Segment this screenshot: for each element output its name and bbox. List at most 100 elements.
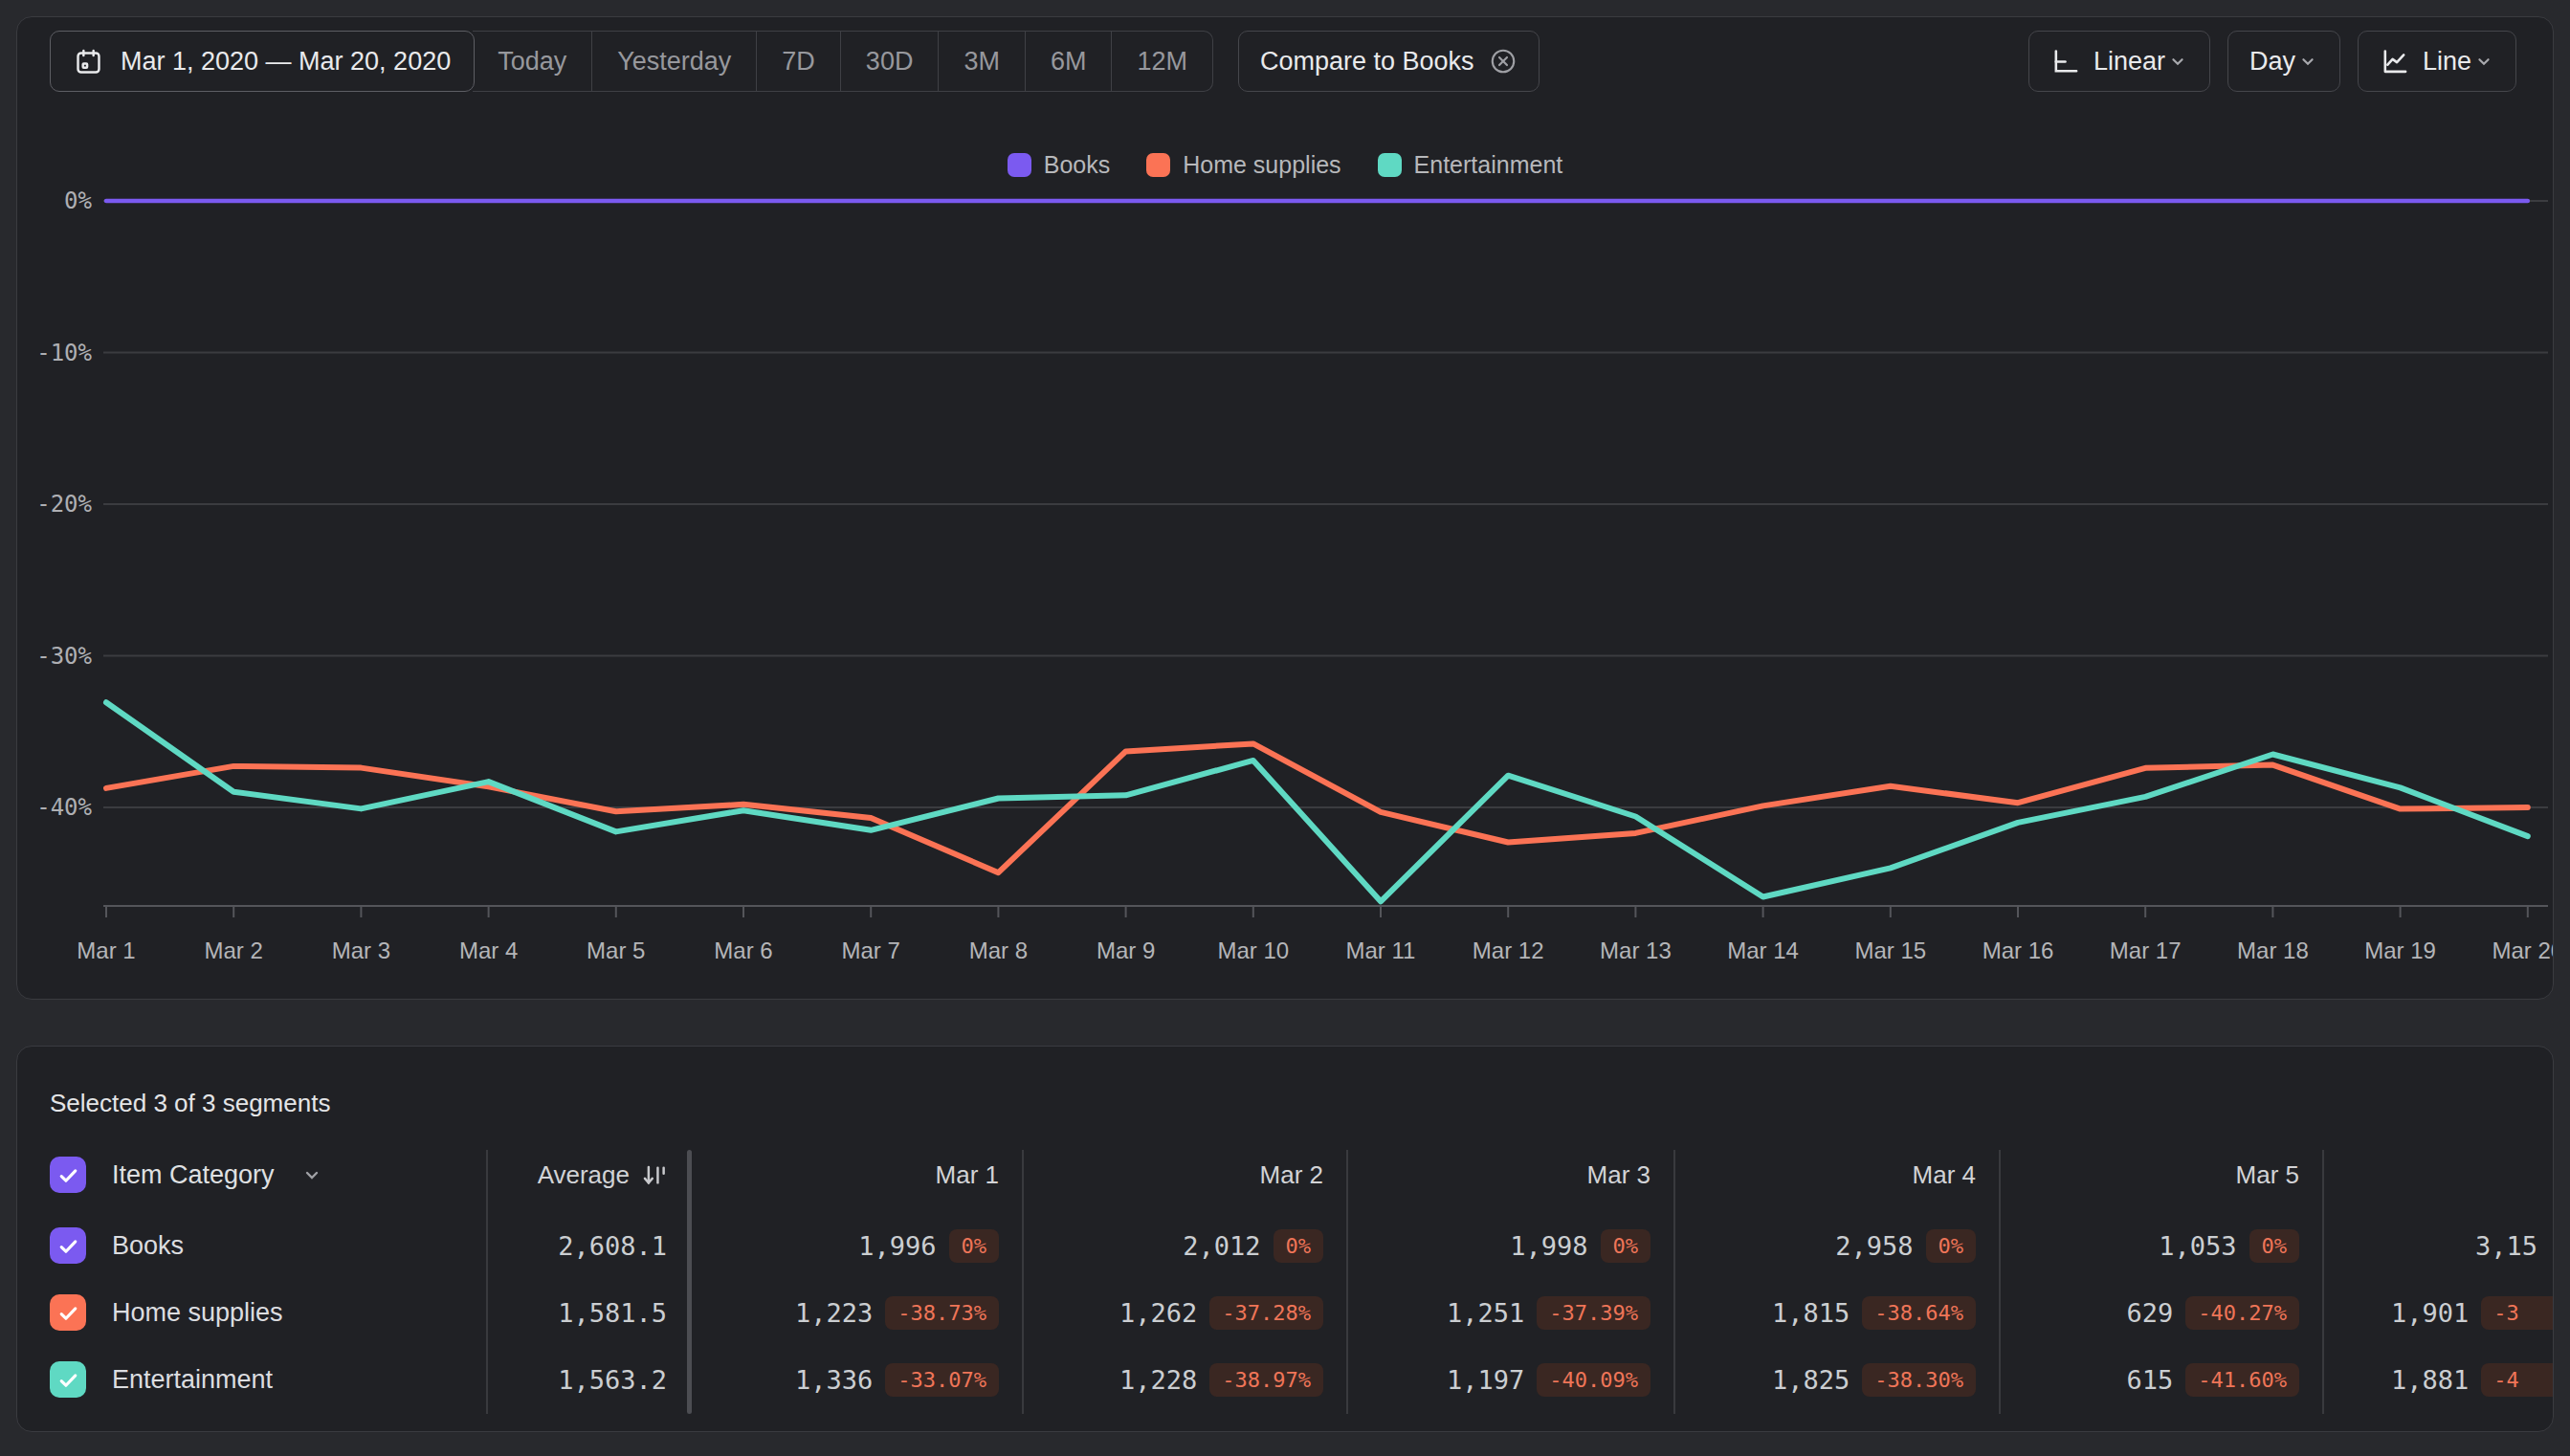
cell-value: 1,228 bbox=[1119, 1365, 1197, 1395]
x-axis-tick-label: Mar 15 bbox=[1854, 938, 1926, 963]
segment-label: Home supplies bbox=[112, 1298, 283, 1328]
day-value-cell: 1,9960% bbox=[690, 1212, 1022, 1279]
day-value-cell: 2,958 0% bbox=[1673, 1212, 1999, 1279]
y-axis-tick-label: -20% bbox=[36, 491, 92, 518]
x-axis-tick-label: Mar 9 bbox=[1097, 938, 1155, 963]
day-value-cell: 1,815-38.64% bbox=[1673, 1279, 1999, 1346]
percent-change-badge: -3 bbox=[2481, 1296, 2554, 1330]
day-column: Mar 3 1,998 0% 1,251 -37.39% 1,197 -40.09% bbox=[1346, 1141, 1673, 1413]
day-column-header[interactable]: Mar 1 bbox=[690, 1141, 1022, 1208]
cell-value: 2,012 bbox=[1183, 1231, 1260, 1261]
segment-checkbox[interactable] bbox=[50, 1294, 86, 1331]
day-value-cell: 1,901 -3 bbox=[2322, 1279, 2554, 1346]
cell-value: 1,223 bbox=[795, 1298, 873, 1328]
day-value-cell: 1,825 -38.30% bbox=[1673, 1346, 1999, 1413]
x-axis-tick-label: Mar 3 bbox=[332, 938, 390, 963]
table-row-segment: Home supplies bbox=[50, 1279, 283, 1346]
table-row-segment: Entertainment bbox=[50, 1346, 273, 1413]
cell-value: 1,825 bbox=[1772, 1365, 1850, 1395]
chevron-down-icon[interactable] bbox=[300, 1163, 323, 1186]
percent-change-badge: -40.09% bbox=[1537, 1363, 1651, 1397]
day-value-cell: 3,15 bbox=[2322, 1212, 2554, 1279]
x-axis-tick-label: Mar 17 bbox=[2110, 938, 2182, 963]
cell-value: 1,996 bbox=[858, 1231, 936, 1261]
average-value: 1,581.5 bbox=[486, 1279, 690, 1346]
percent-change-badge: -37.28% bbox=[1209, 1296, 1323, 1330]
cell-value: 3,15 bbox=[2475, 1231, 2537, 1261]
segment-column-header: Item Category bbox=[50, 1141, 323, 1208]
date-range-button[interactable]: Mar 1, 2020 — Mar 20, 2020 bbox=[50, 31, 475, 92]
cell-value: 1,197 bbox=[1447, 1365, 1524, 1395]
cell-value: 1,262 bbox=[1119, 1298, 1197, 1328]
x-axis-tick-label: Mar 19 bbox=[2364, 938, 2436, 963]
cell-value: 1,901 bbox=[2391, 1298, 2469, 1328]
day-value-cell: 1,998 0% bbox=[1346, 1212, 1673, 1279]
average-value: 2,608.1 bbox=[486, 1212, 690, 1279]
segment-checkbox[interactable] bbox=[50, 1361, 86, 1398]
percent-change-badge: 0% bbox=[1274, 1229, 1324, 1263]
check-icon bbox=[56, 1234, 80, 1258]
cell-value: 1,815 bbox=[1772, 1298, 1850, 1328]
day-value-cell: 1,228-38.97% bbox=[1022, 1346, 1346, 1413]
percent-change-badge: -40.27% bbox=[2185, 1296, 2299, 1330]
x-axis-tick-label: Mar 16 bbox=[1983, 938, 2054, 963]
calendar-icon bbox=[74, 47, 103, 77]
day-value-cell: 1,251 -37.39% bbox=[1346, 1279, 1673, 1346]
sort-descending-icon[interactable] bbox=[641, 1162, 667, 1188]
day-column-header[interactable]: Mar 5 bbox=[1999, 1141, 2322, 1208]
line-chart: 0%-10%-20%-30%-40%Mar 1Mar 2Mar 3Mar 4Ma… bbox=[17, 17, 2554, 1000]
cell-value: 629 bbox=[2127, 1298, 2174, 1328]
series-line-entertainment[interactable] bbox=[106, 702, 2528, 901]
x-axis-tick-label: Mar 18 bbox=[2237, 938, 2309, 963]
segment-checkbox[interactable] bbox=[50, 1227, 86, 1264]
day-value-cell: 615-41.60% bbox=[1999, 1346, 2322, 1413]
day-column-header[interactable]: Mar 3 bbox=[1346, 1141, 1673, 1208]
average-header[interactable]: Average bbox=[486, 1141, 690, 1208]
day-value-cell: 1,881-4 bbox=[2322, 1346, 2554, 1413]
segments-table-card: Selected 3 of 3 segments Item Category B… bbox=[16, 1046, 2554, 1432]
check-icon bbox=[56, 1368, 80, 1392]
table-title: Selected 3 of 3 segments bbox=[50, 1089, 330, 1118]
percent-change-badge: -38.30% bbox=[1862, 1363, 1976, 1397]
day-column: Mar 2 2,012 0% 1,262 -37.28% 1,228-38.97% bbox=[1022, 1141, 1346, 1413]
cell-value: 615 bbox=[2127, 1365, 2174, 1395]
x-axis-tick-label: Mar 6 bbox=[714, 938, 772, 963]
day-column-header[interactable] bbox=[2322, 1141, 2554, 1208]
y-axis-tick-label: -40% bbox=[36, 794, 92, 821]
day-column: 3,15 1,901 -3 1,881-4 bbox=[2322, 1141, 2554, 1413]
day-value-cell: 1,336-33.07% bbox=[690, 1346, 1022, 1413]
percent-change-badge: 0% bbox=[1601, 1229, 1651, 1263]
day-column: Mar 51,0530% 629 -40.27% 615-41.60% bbox=[1999, 1141, 2322, 1413]
x-axis-tick-label: Mar 8 bbox=[969, 938, 1028, 963]
cell-value: 1,053 bbox=[2159, 1231, 2236, 1261]
x-axis-tick-label: Mar 13 bbox=[1600, 938, 1672, 963]
segment-label: Entertainment bbox=[112, 1365, 273, 1395]
day-value-cell: 1,262 -37.28% bbox=[1022, 1279, 1346, 1346]
group-by-label[interactable]: Item Category bbox=[112, 1160, 275, 1190]
day-column-header[interactable]: Mar 4 bbox=[1673, 1141, 1999, 1208]
x-axis-tick-label: Mar 4 bbox=[459, 938, 518, 963]
day-column-header[interactable]: Mar 2 bbox=[1022, 1141, 1346, 1208]
y-axis-tick-label: -30% bbox=[36, 643, 92, 670]
cell-value: 1,998 bbox=[1510, 1231, 1587, 1261]
day-value-cell: 1,197 -40.09% bbox=[1346, 1346, 1673, 1413]
x-axis-tick-label: Mar 11 bbox=[1346, 938, 1416, 963]
x-axis-tick-label: Mar 12 bbox=[1473, 938, 1544, 963]
percent-change-badge: -4 bbox=[2481, 1363, 2554, 1397]
day-value-cell: 1,0530% bbox=[1999, 1212, 2322, 1279]
percent-change-badge: 0% bbox=[1926, 1229, 1977, 1263]
check-icon bbox=[56, 1163, 80, 1187]
x-axis-tick-label: Mar 7 bbox=[842, 938, 900, 963]
select-all-checkbox[interactable] bbox=[50, 1157, 86, 1193]
average-value: 1,563.2 bbox=[486, 1346, 690, 1413]
x-axis-tick-label: Mar 14 bbox=[1727, 938, 1799, 963]
cell-value: 1,336 bbox=[795, 1365, 873, 1395]
percent-change-badge: -37.39% bbox=[1537, 1296, 1651, 1330]
x-axis-tick-label: Mar 1 bbox=[77, 938, 135, 963]
cell-value: 2,958 bbox=[1835, 1231, 1913, 1261]
cell-value: 1,251 bbox=[1447, 1298, 1524, 1328]
x-axis-tick-label: Mar 10 bbox=[1217, 938, 1289, 963]
day-value-cell: 1,223-38.73% bbox=[690, 1279, 1022, 1346]
day-column: Mar 11,9960%1,223-38.73%1,336-33.07% bbox=[690, 1141, 1022, 1413]
average-header-label: Average bbox=[538, 1160, 630, 1190]
